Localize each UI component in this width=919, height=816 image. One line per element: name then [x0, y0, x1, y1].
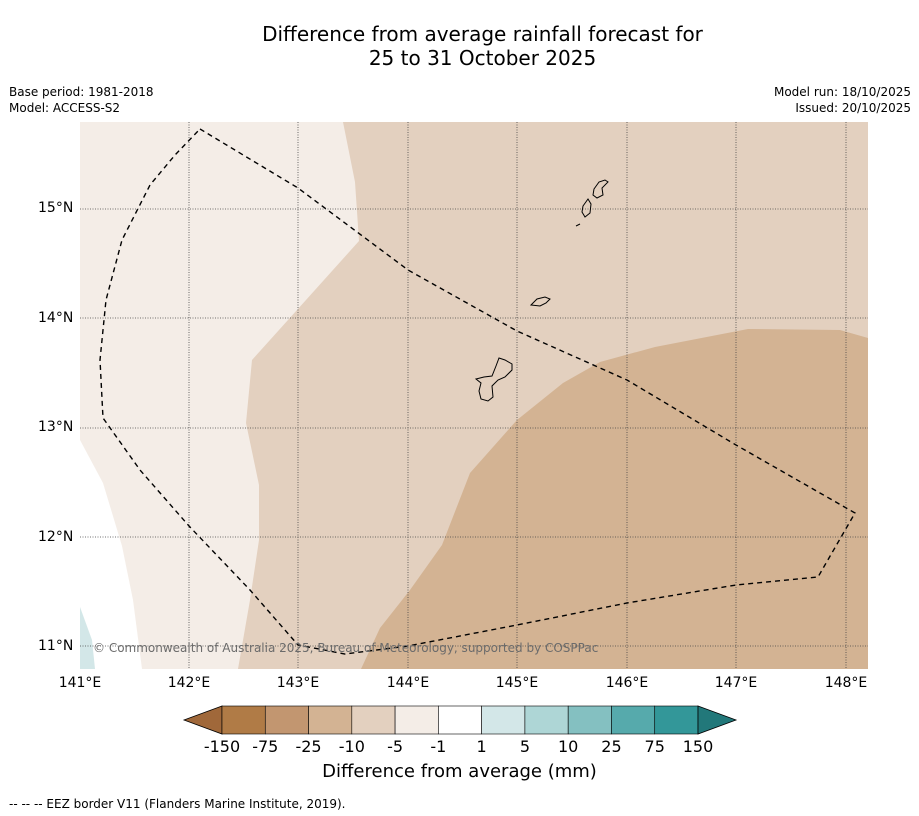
x-tick-146e: 146°E — [605, 675, 649, 691]
eez-border — [99, 128, 856, 655]
meta-left: Base period: 1981-2018 Model: ACCESS-S2 — [9, 84, 154, 116]
island-saipan — [592, 179, 609, 199]
island-rota — [529, 296, 551, 307]
rain-band-1-5 — [80, 607, 95, 669]
rain-band-neutral — [80, 440, 142, 669]
colorbar-tick-label: -25 — [295, 737, 322, 756]
island-guam — [474, 357, 513, 402]
colorbar-tick-label: -1 — [430, 737, 447, 756]
y-tick-12n: 12°N — [38, 529, 74, 545]
y-tick-13n: 13°N — [38, 419, 74, 435]
meta-right: Model run: 18/10/2025 Issued: 20/10/2025 — [774, 84, 911, 116]
colorbar-label: Difference from average (mm) — [322, 761, 597, 782]
x-tick-144e: 144°E — [386, 675, 430, 691]
footnote-eez: -- -- -- EEZ border V11 (Flanders Marine… — [9, 797, 346, 811]
map-panel — [80, 122, 868, 669]
copyright-notice: © Commonwealth of Australia 2025, Bureau… — [93, 641, 599, 655]
colorbar-tick-label: 10 — [557, 737, 579, 756]
rain-band-minus5-minus1 — [80, 122, 359, 669]
y-tick-11n: 11°N — [38, 638, 74, 654]
colorbar-tick-label: 1 — [476, 737, 487, 756]
x-tick-148e: 148°E — [824, 675, 868, 691]
issued-date: Issued: 20/10/2025 — [795, 101, 911, 115]
colorbar-tick-label: 75 — [644, 737, 665, 756]
colorbar-tick-label: -75 — [252, 737, 279, 756]
x-tick-143e: 143°E — [276, 675, 320, 691]
title-line-2: 25 to 31 October 2025 — [368, 46, 597, 70]
y-tick-15n: 15°N — [38, 200, 74, 216]
y-tick-14n: 14°N — [38, 310, 74, 326]
colorbar-tick-label: -150 — [203, 737, 241, 756]
colorbar-tick-label: 5 — [519, 737, 530, 756]
colorbar-tick-label: -10 — [338, 737, 365, 756]
x-tick-145e: 145°E — [495, 675, 539, 691]
x-tick-141e: 141°E — [58, 675, 102, 691]
x-tick-142e: 142°E — [167, 675, 211, 691]
model-name: Model: ACCESS-S2 — [9, 101, 121, 115]
base-period: Base period: 1981-2018 — [9, 85, 154, 99]
colorbar-tick-label: -5 — [387, 737, 404, 756]
chart-title: Difference from average rainfall forecas… — [0, 22, 919, 70]
x-tick-147e: 147°E — [714, 675, 758, 691]
island-tinian — [581, 198, 592, 218]
graticule — [80, 122, 868, 669]
model-run: Model run: 18/10/2025 — [773, 85, 911, 99]
islands — [474, 179, 609, 402]
title-line-1: Difference from average rainfall forecas… — [262, 22, 703, 46]
island-aguijan — [575, 223, 581, 227]
colorbar-tick-label: 150 — [682, 737, 714, 756]
colorbar-tick-label: 25 — [601, 737, 622, 756]
